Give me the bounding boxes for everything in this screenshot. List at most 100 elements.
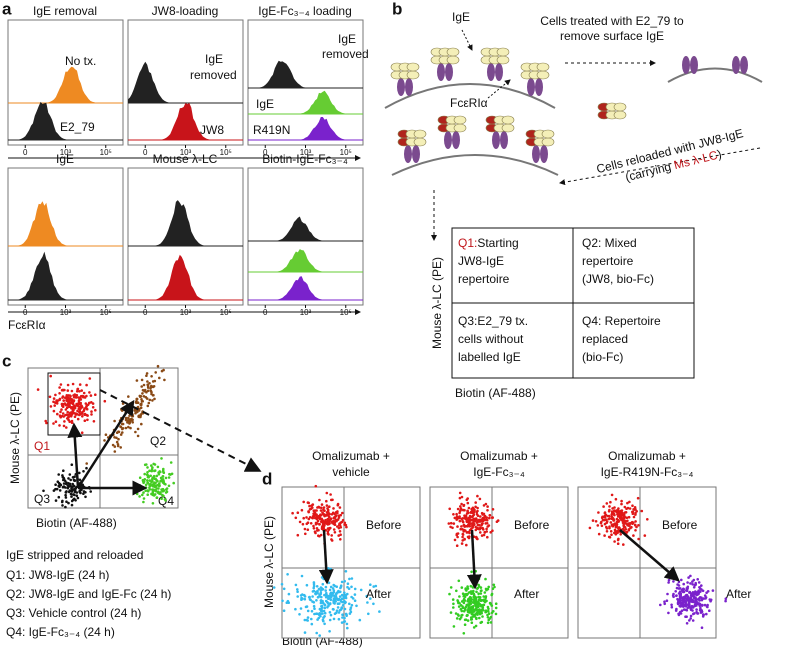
event-dot — [103, 439, 106, 442]
panel-title: vehicle — [332, 465, 370, 479]
event-dot — [328, 515, 331, 519]
event-dot — [68, 482, 72, 486]
event-dot — [59, 410, 62, 414]
event-dot — [460, 502, 463, 506]
event-dot — [138, 394, 142, 398]
event-dot — [667, 578, 671, 582]
event-dot — [294, 607, 297, 611]
event-dot — [119, 433, 123, 436]
event-dot — [325, 504, 329, 507]
event-dot — [687, 602, 691, 605]
event-dot — [448, 592, 451, 596]
event-dot — [77, 402, 81, 406]
event-dot — [69, 411, 73, 414]
event-dot — [75, 395, 78, 399]
event-dot — [339, 533, 342, 536]
panel-title: Biotin-IgE-Fc₃₋₄ — [262, 152, 348, 166]
event-dot — [121, 422, 125, 426]
event-dot — [637, 537, 640, 541]
event-dot — [85, 407, 89, 411]
event-dot — [461, 528, 464, 531]
event-dot — [678, 587, 681, 590]
event-dot — [333, 520, 336, 524]
event-dot — [467, 597, 471, 600]
histogram-label: IgE — [256, 97, 274, 111]
event-dot — [69, 394, 72, 398]
event-dot — [700, 626, 704, 629]
tick-label: 0 — [143, 308, 148, 317]
event-dot — [115, 440, 119, 444]
event-dot — [90, 410, 93, 413]
event-dot — [154, 371, 157, 374]
event-dot — [347, 587, 351, 590]
event-dot — [141, 392, 144, 395]
event-dot — [492, 583, 496, 587]
event-dot — [326, 507, 329, 510]
event-dot — [372, 585, 376, 588]
event-dot — [702, 613, 705, 616]
event-dot — [686, 581, 689, 584]
event-dot — [466, 585, 469, 588]
event-dot — [623, 505, 627, 509]
event-dot — [343, 579, 347, 583]
event-dot — [680, 609, 684, 612]
event-dot — [681, 590, 685, 594]
event-dot — [298, 520, 302, 524]
event-dot — [485, 519, 489, 522]
event-dot — [609, 500, 612, 504]
event-dot — [148, 398, 152, 402]
event-dot — [311, 516, 314, 520]
histogram — [128, 103, 243, 140]
event-dot — [81, 415, 84, 418]
event-dot — [643, 534, 647, 537]
arrow — [619, 529, 680, 582]
quadrant-text: JW8-IgE — [458, 254, 504, 268]
event-dot — [659, 603, 662, 607]
event-dot — [152, 393, 155, 397]
event-dot — [61, 388, 65, 392]
event-dot — [448, 507, 452, 511]
event-dot — [335, 597, 339, 600]
event-dot — [159, 470, 162, 474]
event-dot — [472, 605, 475, 608]
event-dot — [136, 434, 140, 438]
event-dot — [71, 482, 74, 486]
event-dot — [490, 604, 494, 607]
antibody — [501, 123, 515, 133]
event-dot — [138, 495, 141, 498]
event-dot — [146, 466, 149, 469]
tick-label: 10³ — [300, 308, 312, 317]
event-dot — [596, 524, 600, 527]
event-dot — [634, 520, 637, 523]
event-dot — [455, 518, 459, 521]
event-dot — [76, 409, 79, 413]
event-dot — [457, 605, 461, 608]
label: FcεRIα — [450, 96, 488, 110]
event-dot — [469, 618, 473, 621]
event-dot — [312, 582, 316, 586]
histogram — [248, 276, 363, 300]
event-dot — [315, 585, 319, 588]
event-dot — [52, 409, 56, 413]
event-dot — [458, 516, 461, 520]
antibody — [453, 115, 467, 125]
event-dot — [60, 402, 64, 406]
event-dot — [353, 587, 357, 591]
event-dot — [336, 606, 340, 609]
event-dot — [316, 596, 320, 599]
event-dot — [475, 609, 478, 612]
event-dot — [617, 519, 620, 523]
event-dot — [156, 490, 160, 494]
event-dot — [126, 421, 129, 424]
event-dot — [327, 604, 330, 607]
event-dot — [308, 504, 311, 508]
event-dot — [82, 490, 86, 493]
tick-label: 10³ — [180, 148, 192, 157]
event-dot — [603, 534, 606, 537]
event-dot — [449, 521, 453, 525]
event-dot — [131, 421, 134, 424]
event-dot — [378, 610, 381, 613]
event-dot — [588, 526, 592, 530]
event-dot — [78, 390, 81, 393]
